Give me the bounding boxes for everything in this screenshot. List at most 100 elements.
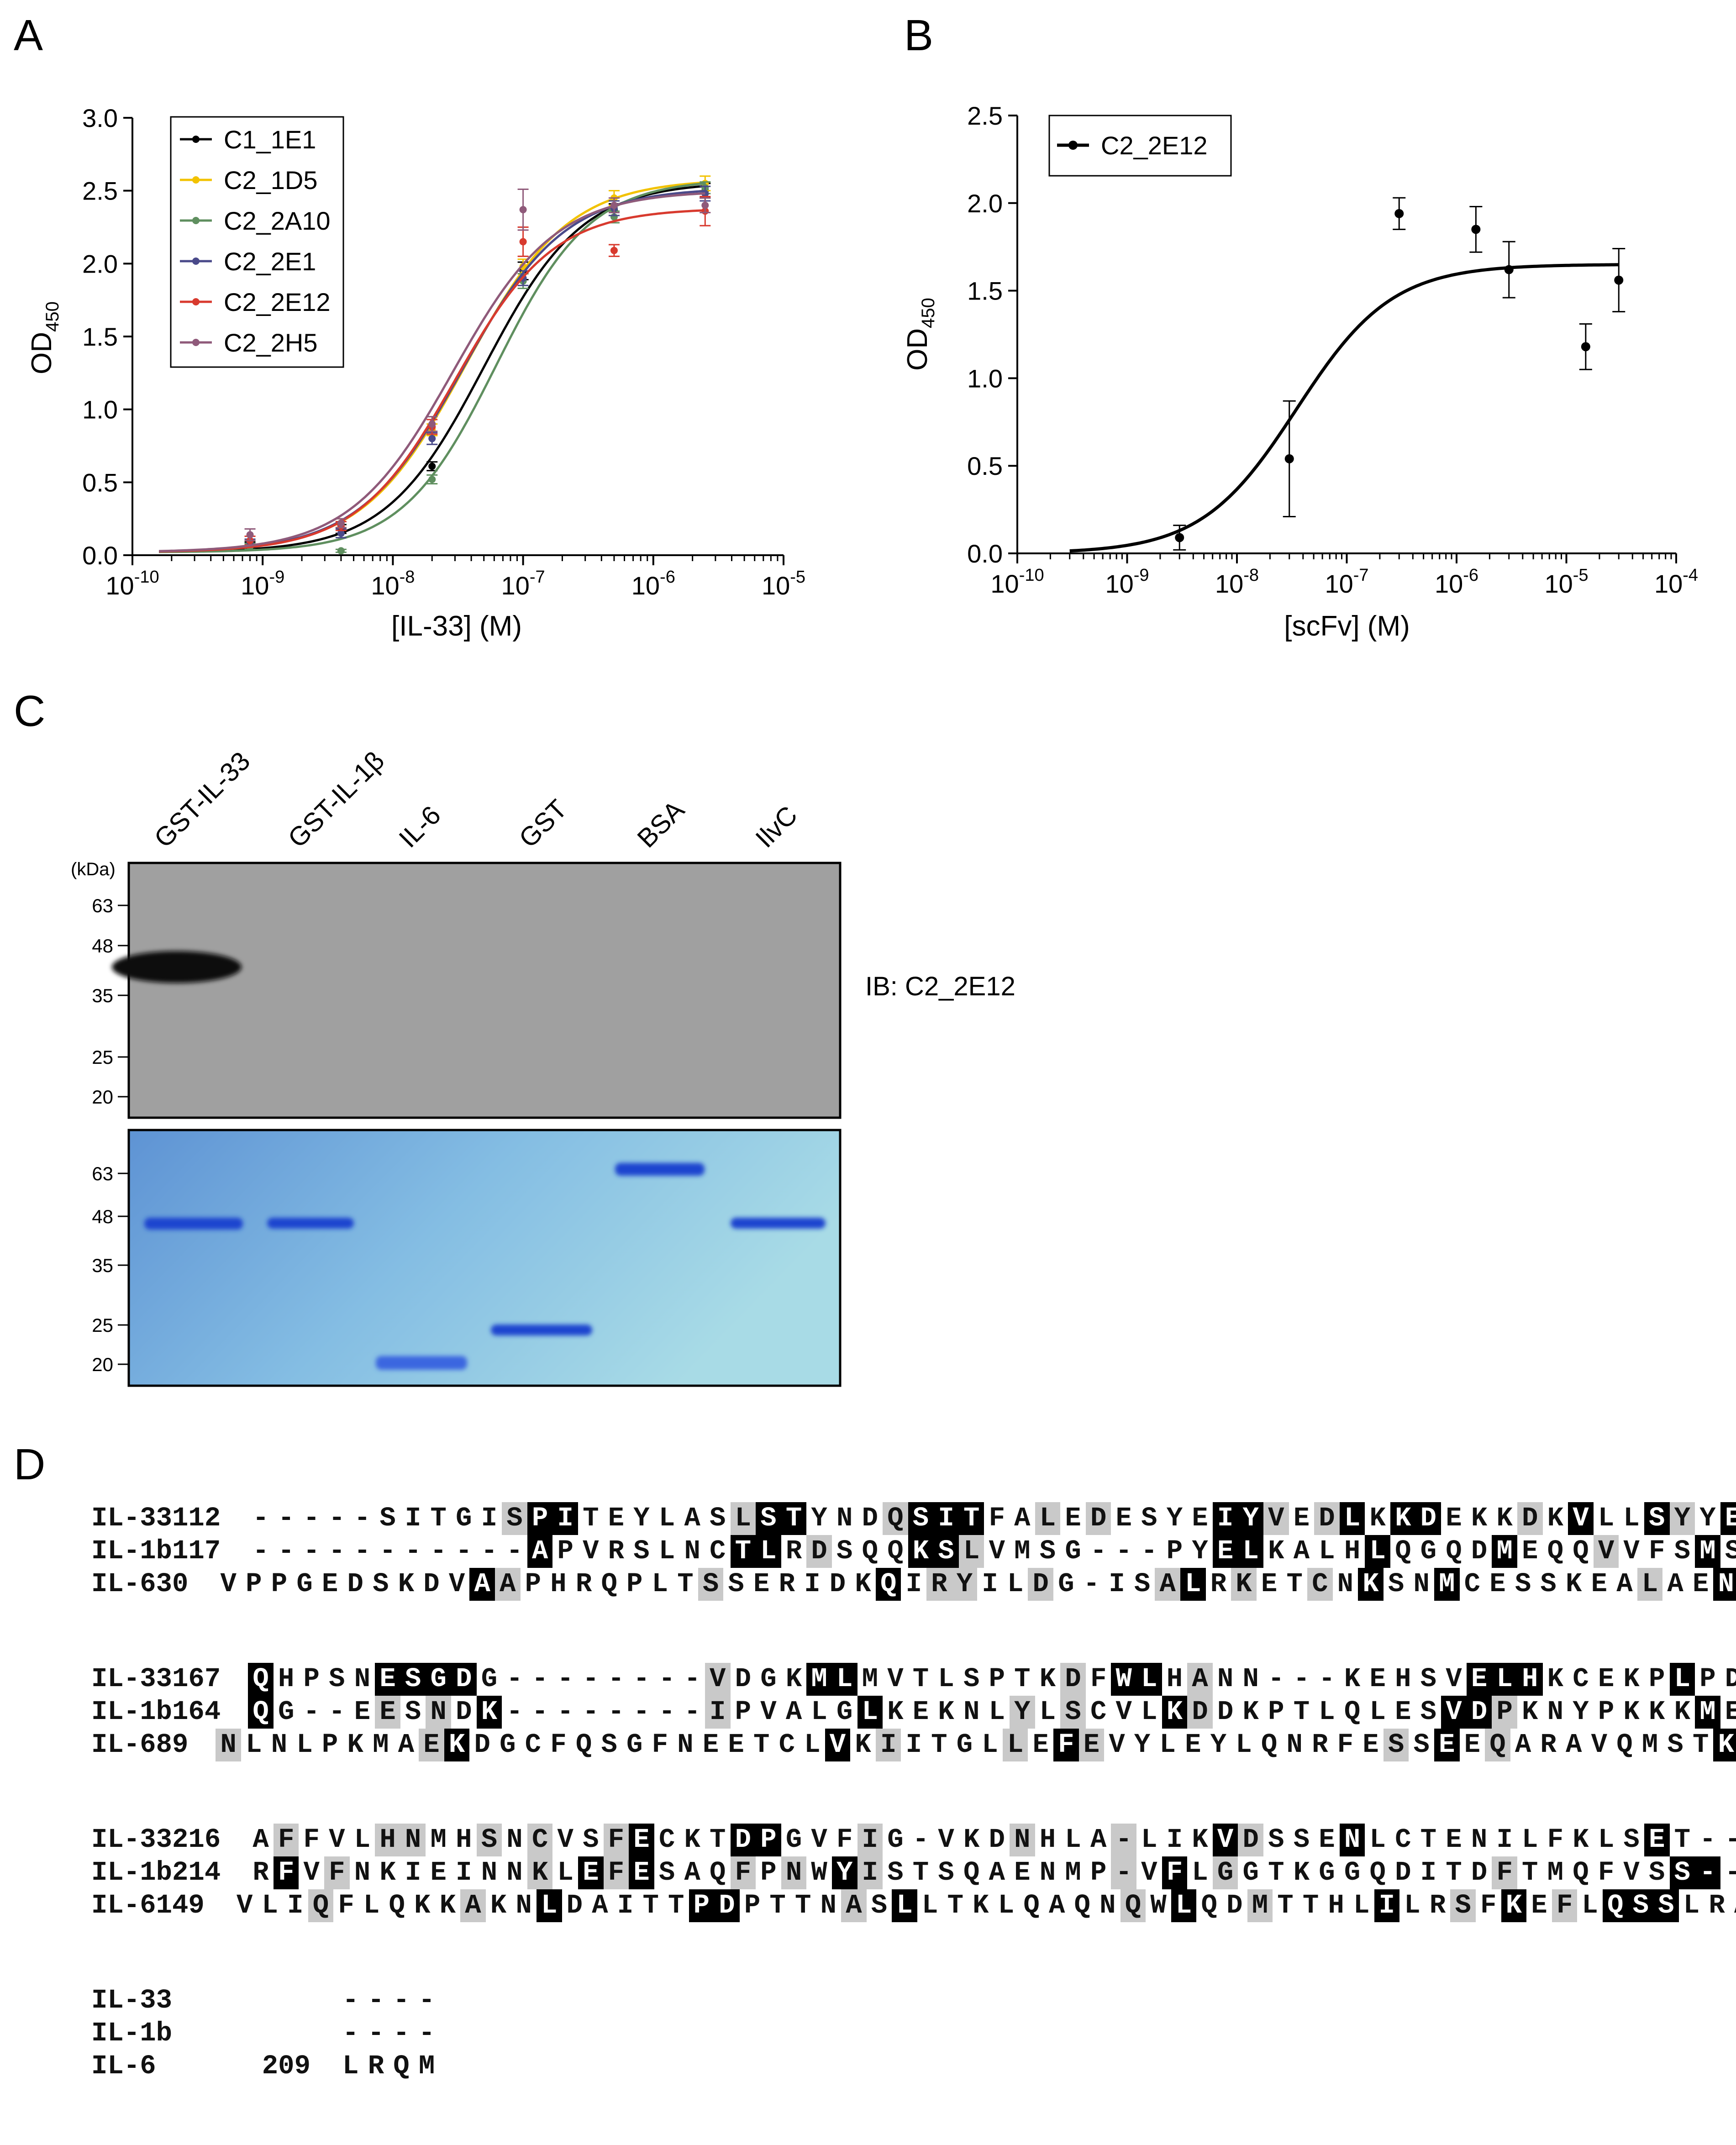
residue: K xyxy=(1649,1697,1665,1727)
residue: E xyxy=(1065,1503,1081,1534)
residue: S xyxy=(405,1697,421,1727)
residue: D xyxy=(1085,1502,1111,1535)
x-tick-label: 10-4 xyxy=(1654,566,1698,598)
residue: - xyxy=(354,1536,371,1567)
residue: L xyxy=(342,2051,359,2082)
residue: N xyxy=(684,1536,700,1567)
residue: K xyxy=(414,1890,431,1921)
residue: Q xyxy=(1074,1890,1090,1921)
residue: E xyxy=(430,1857,447,1888)
blot-marker-label: 48 xyxy=(92,935,113,957)
sequence-name: IL-6 xyxy=(91,1890,156,1921)
data-point xyxy=(610,201,618,209)
residue: V xyxy=(1115,1697,1132,1727)
legend-label: C2_2E12 xyxy=(1101,131,1208,160)
panel-a-legend-box xyxy=(170,116,344,368)
panel-a-ylabel: OD450 xyxy=(26,301,63,374)
residue: E xyxy=(629,1856,654,1889)
residue: N xyxy=(963,1697,980,1727)
residue: I xyxy=(875,1729,901,1761)
panel-a-xticks: 10-10 10-9 10-8 10-7 10-6 10-5 xyxy=(105,555,805,600)
residue: N xyxy=(400,1824,426,1856)
data-point xyxy=(701,201,709,209)
residue: Q xyxy=(963,1857,980,1888)
x-tick-label: 10-6 xyxy=(631,568,675,600)
residue: V xyxy=(1263,1502,1289,1535)
y-tick-label: 2.0 xyxy=(82,249,118,278)
residue: L xyxy=(246,1730,262,1760)
residue: K xyxy=(1390,1502,1416,1535)
sequence-residues: ---- xyxy=(338,2017,439,2050)
residue: T xyxy=(677,1569,694,1599)
residue: I xyxy=(857,1824,883,1856)
residue: E xyxy=(419,1729,444,1761)
residue: M xyxy=(1695,1696,1720,1729)
residue: I xyxy=(1420,1857,1437,1888)
residue: A xyxy=(1730,1889,1736,1922)
residue: L xyxy=(1365,1535,1390,1568)
residue: L xyxy=(658,1503,675,1534)
residue: G xyxy=(456,1503,472,1534)
residue: G xyxy=(836,1697,853,1727)
residue: R xyxy=(779,1569,795,1599)
residue: - xyxy=(303,1536,320,1567)
residue: L xyxy=(658,1536,675,1567)
data-point xyxy=(337,519,345,527)
residue: F xyxy=(1162,1856,1188,1889)
residue: M xyxy=(1641,1730,1658,1760)
residue: L xyxy=(1598,1824,1615,1855)
residue: N xyxy=(1010,1824,1035,1856)
residue: M xyxy=(1014,1536,1031,1567)
residue: F xyxy=(989,1503,1005,1534)
residue: D xyxy=(1028,1568,1054,1601)
residue: K xyxy=(1566,1569,1582,1599)
residue: K xyxy=(379,1857,396,1888)
gel-band-gst-il1b xyxy=(267,1218,354,1229)
residue: K xyxy=(908,1535,934,1568)
residue: T xyxy=(642,1890,659,1921)
residue: N xyxy=(216,1729,242,1761)
residue: K xyxy=(1471,1503,1488,1534)
residue: L xyxy=(1492,1663,1517,1696)
gel-markers: 63 48 35 25 20 xyxy=(92,1163,129,1375)
residue: N xyxy=(354,1857,371,1888)
lane-label: GST-IL-1β xyxy=(282,746,390,853)
lane-label: IL-6 xyxy=(393,800,447,854)
sequence-start: 112 xyxy=(172,1503,221,1534)
residue: Y xyxy=(1166,1503,1183,1534)
sequence-name: IL-33 xyxy=(91,1503,173,1534)
residue: A xyxy=(1014,1503,1031,1534)
residue: K xyxy=(1039,1664,1056,1694)
residue: R xyxy=(1540,1730,1557,1760)
residue: A xyxy=(1293,1536,1310,1567)
residue: L xyxy=(998,1890,1015,1921)
residue: Q xyxy=(1446,1536,1462,1567)
residue: A xyxy=(1667,1569,1683,1599)
residue: S xyxy=(728,1569,744,1599)
alignment-row: IL-33 216 A F F V L H N M H S N C V S F E C K T D P G V F I G - V K D N H… xyxy=(91,1824,1736,1856)
residue: F xyxy=(324,1856,350,1889)
residue: N xyxy=(516,1890,532,1921)
y-tick-label: 0.0 xyxy=(82,541,118,570)
data-point xyxy=(1581,342,1590,352)
residue: E xyxy=(1720,1502,1736,1535)
residue: P xyxy=(246,1569,262,1599)
y-tick-label: 1.5 xyxy=(82,322,118,351)
residue: K xyxy=(855,1569,871,1599)
residue: L xyxy=(892,1889,917,1922)
residue: E xyxy=(1362,1730,1379,1760)
alignment-row: IL-33- - - - xyxy=(91,1984,1717,2017)
residue: - xyxy=(379,1536,396,1567)
residue: T xyxy=(1302,1890,1319,1921)
residue: R xyxy=(926,1568,952,1601)
x-tick-label: 10-10 xyxy=(105,568,159,600)
residue: - xyxy=(1111,1856,1137,1889)
residue: - xyxy=(329,1697,345,1727)
data-point xyxy=(1394,209,1404,218)
residue: E xyxy=(608,1503,625,1534)
residue: T xyxy=(1446,1857,1462,1888)
data-point xyxy=(428,420,436,428)
